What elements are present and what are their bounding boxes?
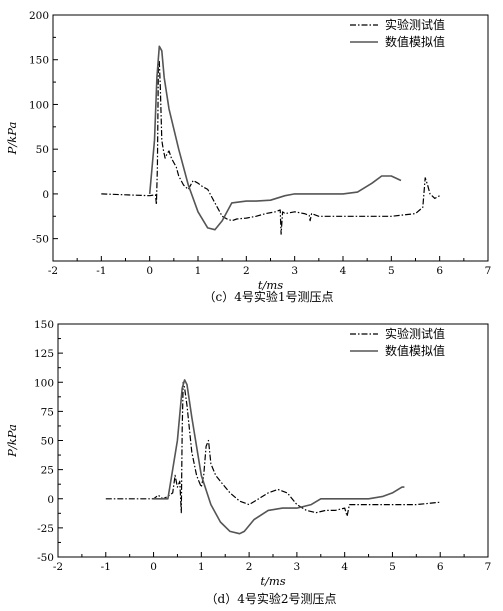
x-tick-label: 3 [294,561,301,573]
chart-panel-c: -2 -1 0 1 2 3 4 5 6 7 -50 0 50 100 150 200 t/ms P/kPa 实验测试… [5,10,491,304]
plot-frame [52,14,489,262]
x-tick-label: 6 [437,561,444,573]
x-tick-label: 5 [388,265,395,277]
x-tick-label: 7 [485,265,492,277]
x-tick-label: 6 [436,265,443,277]
y-tick-label: -25 [37,523,54,535]
y-tick-label: 25 [41,465,54,477]
x-tick-label: 4 [340,265,347,277]
y-tick-label: 100 [34,377,54,389]
x-tick-label: 4 [341,561,348,573]
y-axis-label: P/kPa [5,122,19,156]
y-tick-label: 75 [41,406,54,418]
y-axis-label: P/kPa [5,424,19,458]
legend-label: 数值模拟值 [385,343,445,358]
x-tick-label: 2 [243,265,250,277]
x-tick-label: 1 [195,265,202,277]
x-tick-label: -2 [48,265,58,277]
y-tick-label: 150 [29,55,49,67]
legend-label: 实验测试值 [385,326,445,341]
series-line-experiment [101,60,440,235]
x-tick-label: 1 [198,561,205,573]
figure-caption: （c）4号实验1号测压点 [204,289,334,304]
y-tick-label: 100 [29,99,49,111]
series-line-simulation [148,45,402,231]
x-axis-label: t/ms [260,574,285,588]
y-tick-label: 50 [41,436,54,448]
x-tick-label: 7 [485,561,492,573]
x-tick-label: -1 [101,561,111,573]
series-line-simulation [153,379,405,535]
series-line-experiment [105,381,441,517]
y-tick-label: 125 [34,348,54,360]
y-tick-label: 150 [34,319,54,331]
plot-frame [57,323,489,558]
figure-caption: （d）4号实验2号测压点 [206,591,337,606]
x-axis-label: t/ms [258,278,283,292]
x-tick-label: 2 [246,561,253,573]
chart-panel-d: -2 -1 0 1 2 3 4 5 6 7 -50 -25 0 25 50 75 100 125 150 t/ms P/… [5,319,491,606]
x-tick-label: 0 [150,561,157,573]
y-tick-label: -50 [32,234,49,246]
legend-label: 实验测试值 [385,17,445,32]
y-tick-label: 50 [36,144,49,156]
x-tick-label: -1 [96,265,106,277]
y-tick-label: -50 [37,552,54,564]
x-tick-label: -2 [53,561,63,573]
y-tick-label: 0 [42,189,49,201]
legend-label: 数值模拟值 [385,34,445,49]
y-tick-label: 200 [29,10,49,22]
x-tick-label: 0 [146,265,153,277]
x-tick-label: 5 [389,561,396,573]
x-tick-label: 3 [291,265,298,277]
y-tick-label: 0 [47,494,54,506]
